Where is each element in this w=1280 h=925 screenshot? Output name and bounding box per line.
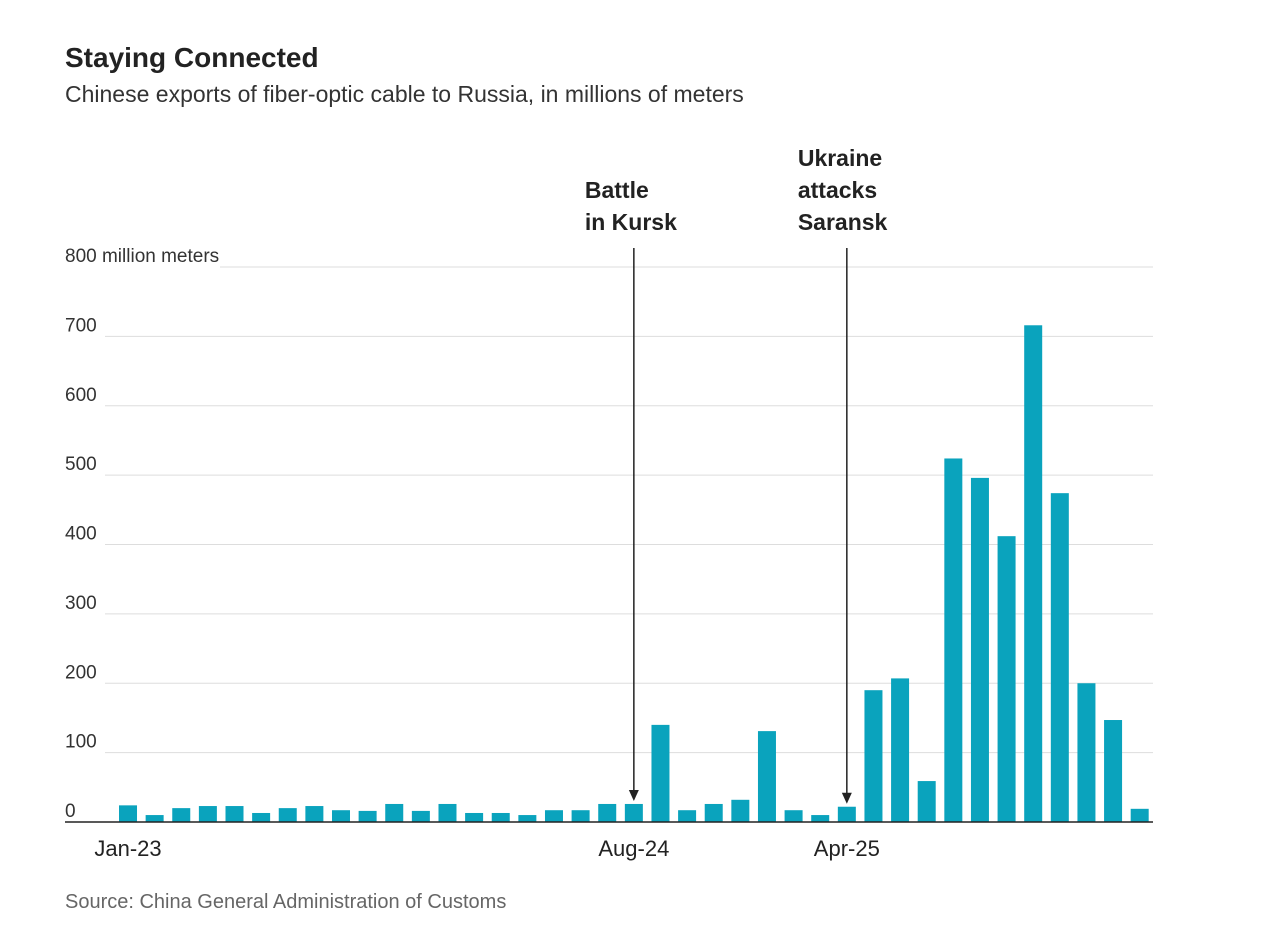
bar [305, 806, 324, 822]
bar [411, 810, 430, 822]
bar [278, 808, 297, 822]
bar [198, 806, 217, 822]
bar [731, 799, 750, 822]
bar [944, 458, 963, 822]
bar [225, 806, 244, 822]
annotation-text: Ukraine [798, 145, 882, 171]
y-tick-label: 500 [65, 454, 97, 475]
bar [917, 781, 936, 822]
chart-subtitle: Chinese exports of fiber-optic cable to … [65, 81, 744, 107]
bar [1104, 720, 1123, 822]
bar [1077, 683, 1096, 822]
x-tick-label: Jan-23 [94, 836, 161, 861]
bar [1130, 808, 1149, 822]
bar [465, 812, 484, 822]
annotation-text: in Kursk [585, 209, 677, 235]
bar [331, 810, 350, 822]
y-tick-label: 0 [65, 801, 76, 822]
bar [624, 803, 643, 822]
bar [784, 810, 803, 822]
bar [1024, 325, 1043, 822]
bar [385, 803, 404, 822]
bar [571, 810, 590, 822]
y-tick-label: 100 [65, 732, 97, 753]
x-tick-label: Aug-24 [598, 836, 669, 861]
annotation-arrow [841, 792, 852, 804]
bar [997, 536, 1016, 822]
bar [704, 803, 723, 822]
y-tick-label: 700 [65, 315, 97, 336]
bar [891, 678, 910, 822]
y-tick-label: 600 [65, 385, 97, 406]
bar [1050, 493, 1069, 822]
bar [119, 805, 138, 822]
bar [438, 803, 457, 822]
bar [864, 690, 883, 822]
annotation-text: attacks [798, 177, 877, 203]
x-tick-label: Apr-25 [814, 836, 880, 861]
bar [544, 810, 563, 822]
y-tick-label: 400 [65, 524, 97, 545]
annotation-text: Battle [585, 177, 649, 203]
bar [811, 815, 830, 822]
source: Source: China General Administration of … [65, 891, 506, 913]
bar [518, 815, 537, 822]
bar [757, 731, 776, 822]
bar [172, 808, 191, 822]
y-tick-label: 200 [65, 662, 97, 683]
chart-title: Staying Connected [65, 42, 319, 73]
bar [970, 477, 989, 822]
y-tick-label: 800 million meters [65, 246, 219, 267]
bar [358, 810, 377, 822]
annotation-arrow [628, 789, 639, 801]
bar [252, 812, 271, 822]
bar [145, 815, 164, 822]
bar [598, 803, 617, 822]
bar [651, 724, 670, 822]
annotation-text: Saransk [798, 209, 888, 235]
y-tick-label: 300 [65, 593, 97, 614]
bar [678, 810, 697, 822]
bar [491, 812, 510, 822]
bar [837, 806, 856, 822]
